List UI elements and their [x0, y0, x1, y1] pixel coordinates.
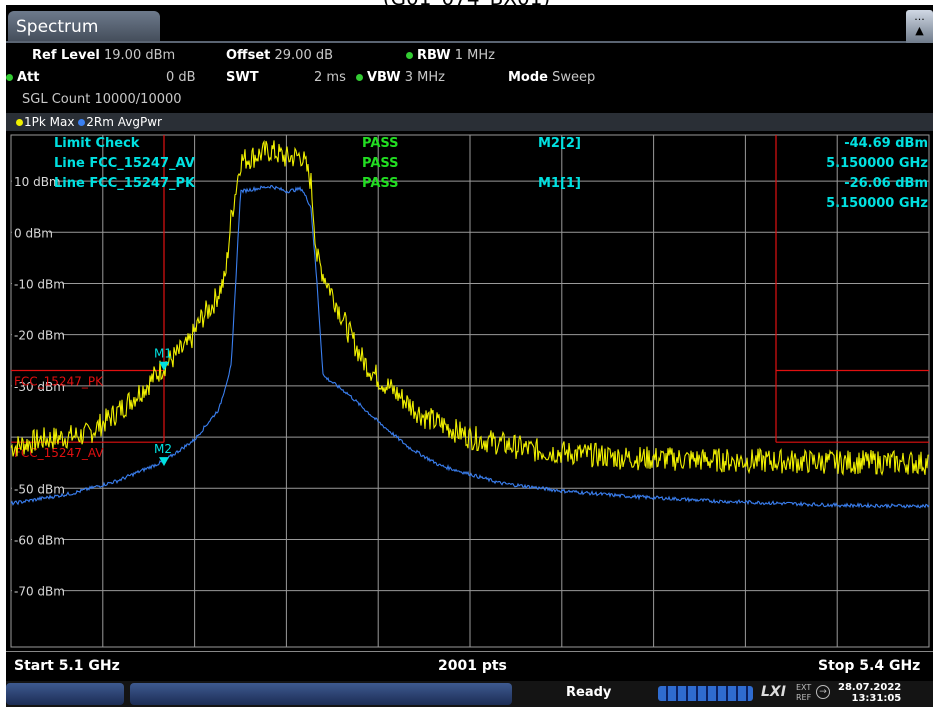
spectrum-plot[interactable]: 10 dBm 0 dBm -10 dBm -20 dBm -30 dBm -50 dBm -… — [6, 131, 933, 651]
marker-table-level-1: -26.06 dBm — [844, 176, 928, 191]
mode: Mode Sweep — [508, 70, 596, 85]
rbw: RBW 1 MHz — [406, 48, 495, 63]
start-frequency: Start 5.1 GHz — [14, 658, 120, 674]
marker-table-freq-1: 5.150000 GHz — [826, 196, 928, 211]
menu-dots-icon: ... — [914, 10, 925, 23]
marker-table-name-1: M1[1] — [538, 176, 581, 191]
limit-line-name-0: Line FCC_15247_AV — [54, 156, 195, 171]
marker-table-name-0: M2[2] — [538, 136, 581, 151]
tick-label-bg — [12, 225, 49, 240]
tab-strip — [6, 41, 933, 43]
collapse-arrow-icon: ▲ — [915, 24, 924, 37]
limit-check-title: Limit Check — [54, 136, 140, 151]
swt-value: 2 ms — [314, 70, 346, 85]
softkey-left-button[interactable] — [6, 683, 124, 705]
analyzer-window: Spectrum ... ▲ Ref Level 19.00 dBm Offse… — [6, 5, 933, 707]
sweep-progress-bar — [658, 686, 753, 701]
frequency-footer: Start 5.1 GHz 2001 pts Stop 5.4 GHz — [6, 651, 933, 681]
marker-table-level-0: -44.69 dBm — [844, 136, 928, 151]
tick-label-bg — [12, 532, 63, 547]
att-value: 0 dB — [166, 70, 196, 85]
marker-1-icon — [159, 361, 169, 371]
rbw-coupled-icon — [406, 52, 413, 59]
tick-label-bg — [12, 276, 63, 291]
trace-legend: 1Pk Max 2Rm AvgPwr — [6, 113, 933, 131]
trace-2-dot-icon — [78, 119, 86, 126]
tab-spectrum[interactable]: Spectrum — [8, 11, 160, 43]
stop-frequency: Stop 5.4 GHz — [818, 658, 921, 674]
limit-line-label-1: FCC_15247_AV — [14, 446, 104, 460]
window-menu-button[interactable]: ... ▲ — [906, 10, 933, 45]
limit-line-status-0: PASS — [362, 156, 399, 171]
spectrum-svg: 10 dBm 0 dBm -10 dBm -20 dBm -30 dBm -50 dBm -… — [10, 134, 930, 648]
settings-panel: Ref Level 19.00 dBm Offset 29.00 dB RBW … — [6, 43, 933, 113]
trace-1-dot-icon — [16, 119, 23, 126]
y-tick-label: -10 dBm — [14, 277, 65, 291]
marker-table-freq-0: 5.150000 GHz — [826, 156, 928, 171]
y-tick-label: -30 dBm — [14, 380, 65, 394]
softkey-main-button[interactable] — [130, 683, 512, 705]
tick-label-bg — [12, 327, 63, 342]
ext-ref-indicator: EXT REF — [796, 683, 812, 702]
ext-ref-arrow-icon: → — [816, 685, 830, 699]
tick-label-bg — [12, 174, 56, 189]
y-tick-label: -60 dBm — [14, 533, 65, 547]
y-tick-label: -20 dBm — [14, 329, 65, 343]
limit-line-status-1: PASS — [362, 176, 399, 191]
sweep-points: 2001 pts — [438, 658, 507, 674]
limit-line-name-1: Line FCC_15247_PK — [54, 176, 196, 191]
date-time: 28.07.2022 13:31:05 — [838, 682, 902, 704]
tick-label-bg — [12, 481, 63, 496]
att-label: Att — [6, 70, 40, 85]
y-tick-label: -50 dBm — [14, 482, 65, 496]
ref-level: Ref Level 19.00 dBm — [32, 48, 176, 63]
att-coupled-icon — [6, 74, 13, 81]
tick-label-bg — [12, 583, 63, 598]
marker-2-label: M2 — [154, 442, 172, 456]
tick-label-bg — [12, 378, 63, 393]
marker-2-icon — [159, 457, 169, 467]
trace-2-legend: 2Rm AvgPwr — [78, 115, 162, 129]
vbw-coupled-icon — [356, 74, 363, 81]
offset: Offset 29.00 dB — [226, 48, 334, 63]
trace-1-legend: 1Pk Max — [16, 115, 74, 129]
marker-1-label: M1 — [154, 347, 172, 361]
y-tick-label: 0 dBm — [14, 226, 53, 240]
limit-check-status: PASS — [362, 136, 399, 151]
lxi-logo: LXI — [761, 684, 786, 700]
y-tick-label: -70 dBm — [14, 585, 65, 599]
status-bar: Ready LXI EXT REF → 28.07.2022 13:31:05 — [6, 681, 933, 707]
sgl-count: SGL Count 10000/10000 — [22, 92, 182, 107]
limit-line-label-0: FCC_15247_PK — [14, 375, 104, 389]
y-tick-label: 10 dBm — [14, 175, 61, 189]
swt-label: SWT — [226, 70, 259, 85]
ready-status: Ready — [566, 685, 612, 700]
vbw: VBW 3 MHz — [356, 70, 445, 85]
